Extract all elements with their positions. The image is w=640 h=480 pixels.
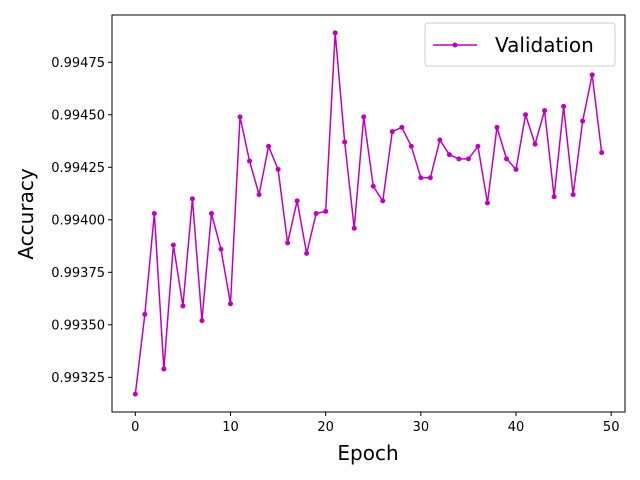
data-point <box>227 301 233 307</box>
data-point <box>170 242 176 248</box>
x-tick-label: 40 <box>508 420 525 435</box>
data-point <box>332 30 338 36</box>
data-point <box>561 103 567 109</box>
x-tick-label: 10 <box>222 420 239 435</box>
data-point <box>142 311 148 317</box>
data-point <box>389 129 395 135</box>
data-point <box>570 192 576 198</box>
data-point <box>285 240 291 246</box>
legend-swatch-marker <box>452 42 458 48</box>
data-point <box>504 156 510 162</box>
legend-box <box>424 22 616 67</box>
data-point <box>427 175 433 181</box>
data-point <box>551 194 557 200</box>
data-point <box>208 211 214 216</box>
data-point <box>351 225 357 231</box>
data-point <box>589 72 595 78</box>
plot-area <box>111 14 626 413</box>
data-point <box>465 156 471 162</box>
data-point <box>532 141 538 147</box>
y-tick-label: 0.99400 <box>51 213 105 228</box>
y-tick-label: 0.99350 <box>51 318 105 333</box>
data-point <box>294 198 300 204</box>
x-axis: 0 10 20 30 40 50 <box>131 412 619 435</box>
x-tick-label: 20 <box>317 420 334 435</box>
data-point <box>370 183 376 189</box>
data-point <box>418 175 424 181</box>
legend-label: Validation <box>495 33 594 57</box>
data-point <box>399 124 405 130</box>
data-point <box>189 196 195 202</box>
data-point <box>161 366 167 372</box>
data-point <box>132 391 138 397</box>
data-point <box>494 124 500 130</box>
x-tick-label: 0 <box>131 420 139 435</box>
data-point <box>380 198 386 204</box>
data-point <box>599 150 605 156</box>
data-point <box>513 166 519 172</box>
data-point <box>199 318 205 324</box>
data-point <box>437 137 443 143</box>
x-tick-label: 30 <box>413 420 430 435</box>
x-axis-title: Epoch <box>337 441 398 465</box>
data-point <box>542 108 548 114</box>
legend: Validation <box>424 22 616 67</box>
x-tick-label: 50 <box>603 420 620 435</box>
data-point <box>313 211 319 216</box>
y-axis: 0.99325 0.99350 0.99375 0.99400 0.99425 0.994… <box>51 56 112 386</box>
data-point <box>523 112 529 118</box>
data-point <box>446 152 452 158</box>
data-point <box>151 211 157 216</box>
y-tick-label: 0.99325 <box>51 371 105 386</box>
data-point <box>342 139 348 145</box>
data-point <box>256 192 262 198</box>
y-tick-label: 0.99375 <box>51 266 105 281</box>
data-point <box>408 143 414 149</box>
data-point <box>266 143 272 149</box>
series-line <box>134 32 603 395</box>
data-point <box>218 246 224 252</box>
y-axis-title: Accuracy <box>14 168 38 259</box>
y-tick-label: 0.99425 <box>51 161 105 176</box>
data-point <box>484 200 490 206</box>
data-point <box>361 114 367 120</box>
data-point <box>304 250 310 256</box>
data-point <box>275 166 281 172</box>
data-point <box>456 156 462 162</box>
data-point <box>475 143 481 149</box>
series-layer <box>132 30 605 397</box>
data-point <box>237 114 243 120</box>
data-point <box>180 303 186 309</box>
y-tick-label: 0.99450 <box>51 108 105 123</box>
data-point <box>580 118 586 124</box>
y-tick-label: 0.99475 <box>51 56 105 71</box>
data-point <box>323 208 329 214</box>
data-point <box>247 158 253 164</box>
